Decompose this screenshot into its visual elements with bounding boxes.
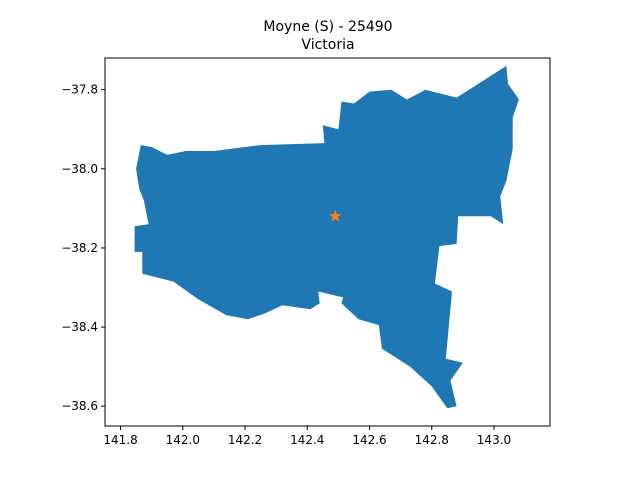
x-axis: 141.8 142.0 142.2 142.4 142.6 142.8 143.0: [103, 426, 511, 447]
chart-title-line-1: Moyne (S) - 25490: [263, 19, 392, 35]
y-tick-label: −38.0: [61, 162, 98, 176]
x-tick-label: 142.0: [166, 433, 200, 447]
region-polygon: [134, 65, 519, 409]
y-tick-label: −38.2: [61, 241, 98, 255]
x-tick-label: 143.0: [477, 433, 511, 447]
centroid-star-marker: [329, 209, 342, 222]
x-tick-label: 142.8: [415, 433, 449, 447]
y-tick-label: −38.4: [61, 320, 98, 334]
x-tick-label: 142.4: [290, 433, 324, 447]
x-tick-label: 141.8: [103, 433, 137, 447]
axes-frame: [104, 57, 551, 427]
x-tick-label: 142.6: [352, 433, 386, 447]
x-tick-label: 142.2: [228, 433, 262, 447]
y-tick-label: −37.8: [61, 83, 98, 97]
y-axis: −37.8 −38.0 −38.2 −38.4 −38.6: [61, 83, 105, 413]
chart-title-line-2: Victoria: [301, 37, 354, 53]
y-tick-label: −38.6: [61, 399, 98, 413]
